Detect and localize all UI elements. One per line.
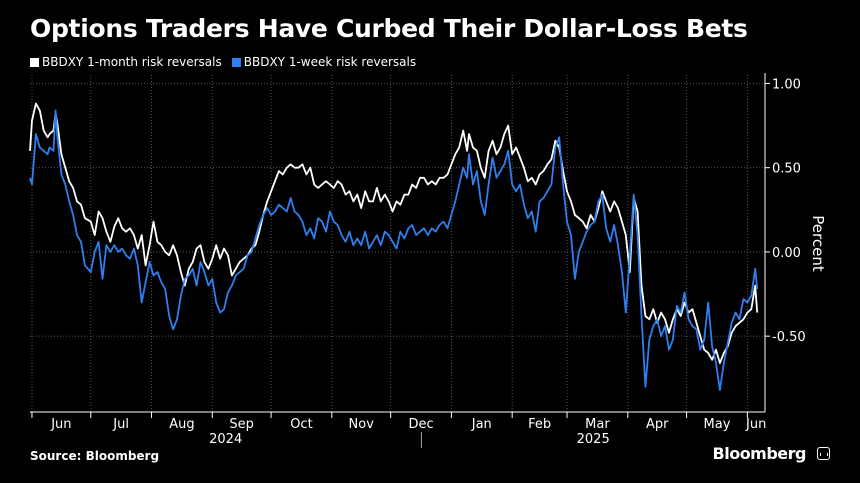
x-month-label: Jun	[50, 417, 71, 432]
x-month-label: Nov	[349, 417, 375, 432]
y-axis-label: Percent	[809, 215, 827, 272]
series-line-1w	[29, 109, 759, 391]
x-month-label: Feb	[528, 417, 551, 432]
x-year-label: 2025	[577, 432, 610, 447]
legend: BBDXY 1-month risk reversals BBDXY 1-wee…	[30, 55, 416, 69]
legend-swatch-1m	[30, 57, 39, 67]
x-month-label: May	[704, 417, 731, 432]
y-tick-label: 1.00	[772, 77, 801, 92]
x-month-label: Jan	[471, 417, 492, 432]
x-month-label: Aug	[169, 417, 194, 432]
legend-label-1w: BBDXY 1-week risk reversals	[243, 55, 417, 69]
bloomberg-logo: Bloomberg	[713, 444, 826, 463]
x-month-label: Sep	[229, 417, 254, 432]
chart-title: Options Traders Have Curbed Their Dollar…	[30, 14, 748, 43]
source-note: Source: Bloomberg	[30, 449, 160, 463]
y-tick-label: 0.50	[772, 162, 801, 177]
y-tick-label: 0.00	[772, 246, 801, 261]
x-month-label: Jul	[112, 417, 129, 432]
legend-item-1w: BBDXY 1-week risk reversals	[231, 55, 417, 69]
legend-label-1m: BBDXY 1-month risk reversals	[42, 55, 222, 69]
x-year-label: 2024	[209, 432, 242, 447]
x-month-label: Jun	[745, 417, 766, 432]
brand-mark-icon	[817, 447, 830, 460]
x-month-label: Oct	[290, 417, 312, 432]
legend-item-1m: BBDXY 1-month risk reversals	[30, 55, 222, 69]
x-month-label: Dec	[408, 417, 433, 432]
legend-swatch-1w	[231, 57, 241, 67]
brand-text: Bloomberg	[712, 444, 807, 463]
x-month-label: Mar	[585, 417, 610, 432]
y-tick-label: -0.50	[772, 330, 806, 345]
x-month-label: Apr	[646, 417, 669, 432]
series-line-1m	[29, 102, 759, 364]
